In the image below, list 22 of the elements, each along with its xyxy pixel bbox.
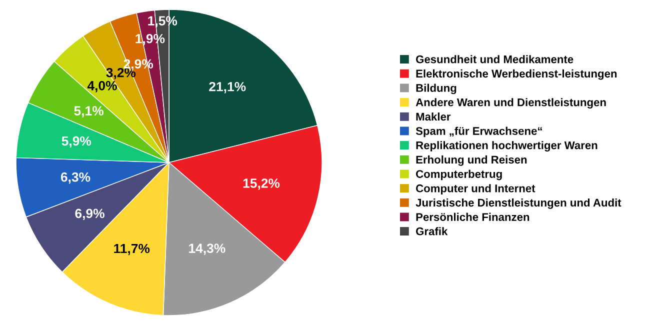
legend-label: Erholung und Reisen bbox=[416, 155, 527, 166]
legend-label: Juristische Dienstleistungen und Audit bbox=[416, 198, 622, 209]
legend-label: Makler bbox=[416, 112, 451, 121]
data-label: 6,3% bbox=[60, 172, 90, 184]
legend-label: Spam „für Erwachsene“ bbox=[416, 126, 542, 138]
data-label: 5,9% bbox=[62, 136, 92, 148]
legend-label: Grafik bbox=[416, 227, 448, 236]
data-label: 15,2% bbox=[243, 178, 280, 190]
data-label: 14,3% bbox=[189, 244, 226, 255]
legend-label: Computerbetrug bbox=[416, 170, 502, 180]
data-label: 11,7% bbox=[114, 244, 150, 256]
legend-label: Replikationen hochwertiger Waren bbox=[416, 141, 598, 152]
legend-label: Bildung bbox=[416, 84, 456, 94]
legend-label: Gesundheit und Medikamente bbox=[416, 55, 574, 64]
legend-label: Elektronische Werbedienst-leistungen bbox=[416, 69, 617, 80]
data-label: 5,1% bbox=[74, 106, 104, 118]
legend-label: Andere Waren und Dienstleistungen bbox=[416, 98, 606, 109]
legend-label: Computer und Internet bbox=[416, 184, 536, 194]
data-label: 21,1% bbox=[209, 82, 246, 94]
legend-label: Persönliche Finanzen bbox=[416, 212, 530, 221]
data-label: 4,0% bbox=[87, 80, 117, 92]
data-label: 6,9% bbox=[75, 208, 104, 220]
